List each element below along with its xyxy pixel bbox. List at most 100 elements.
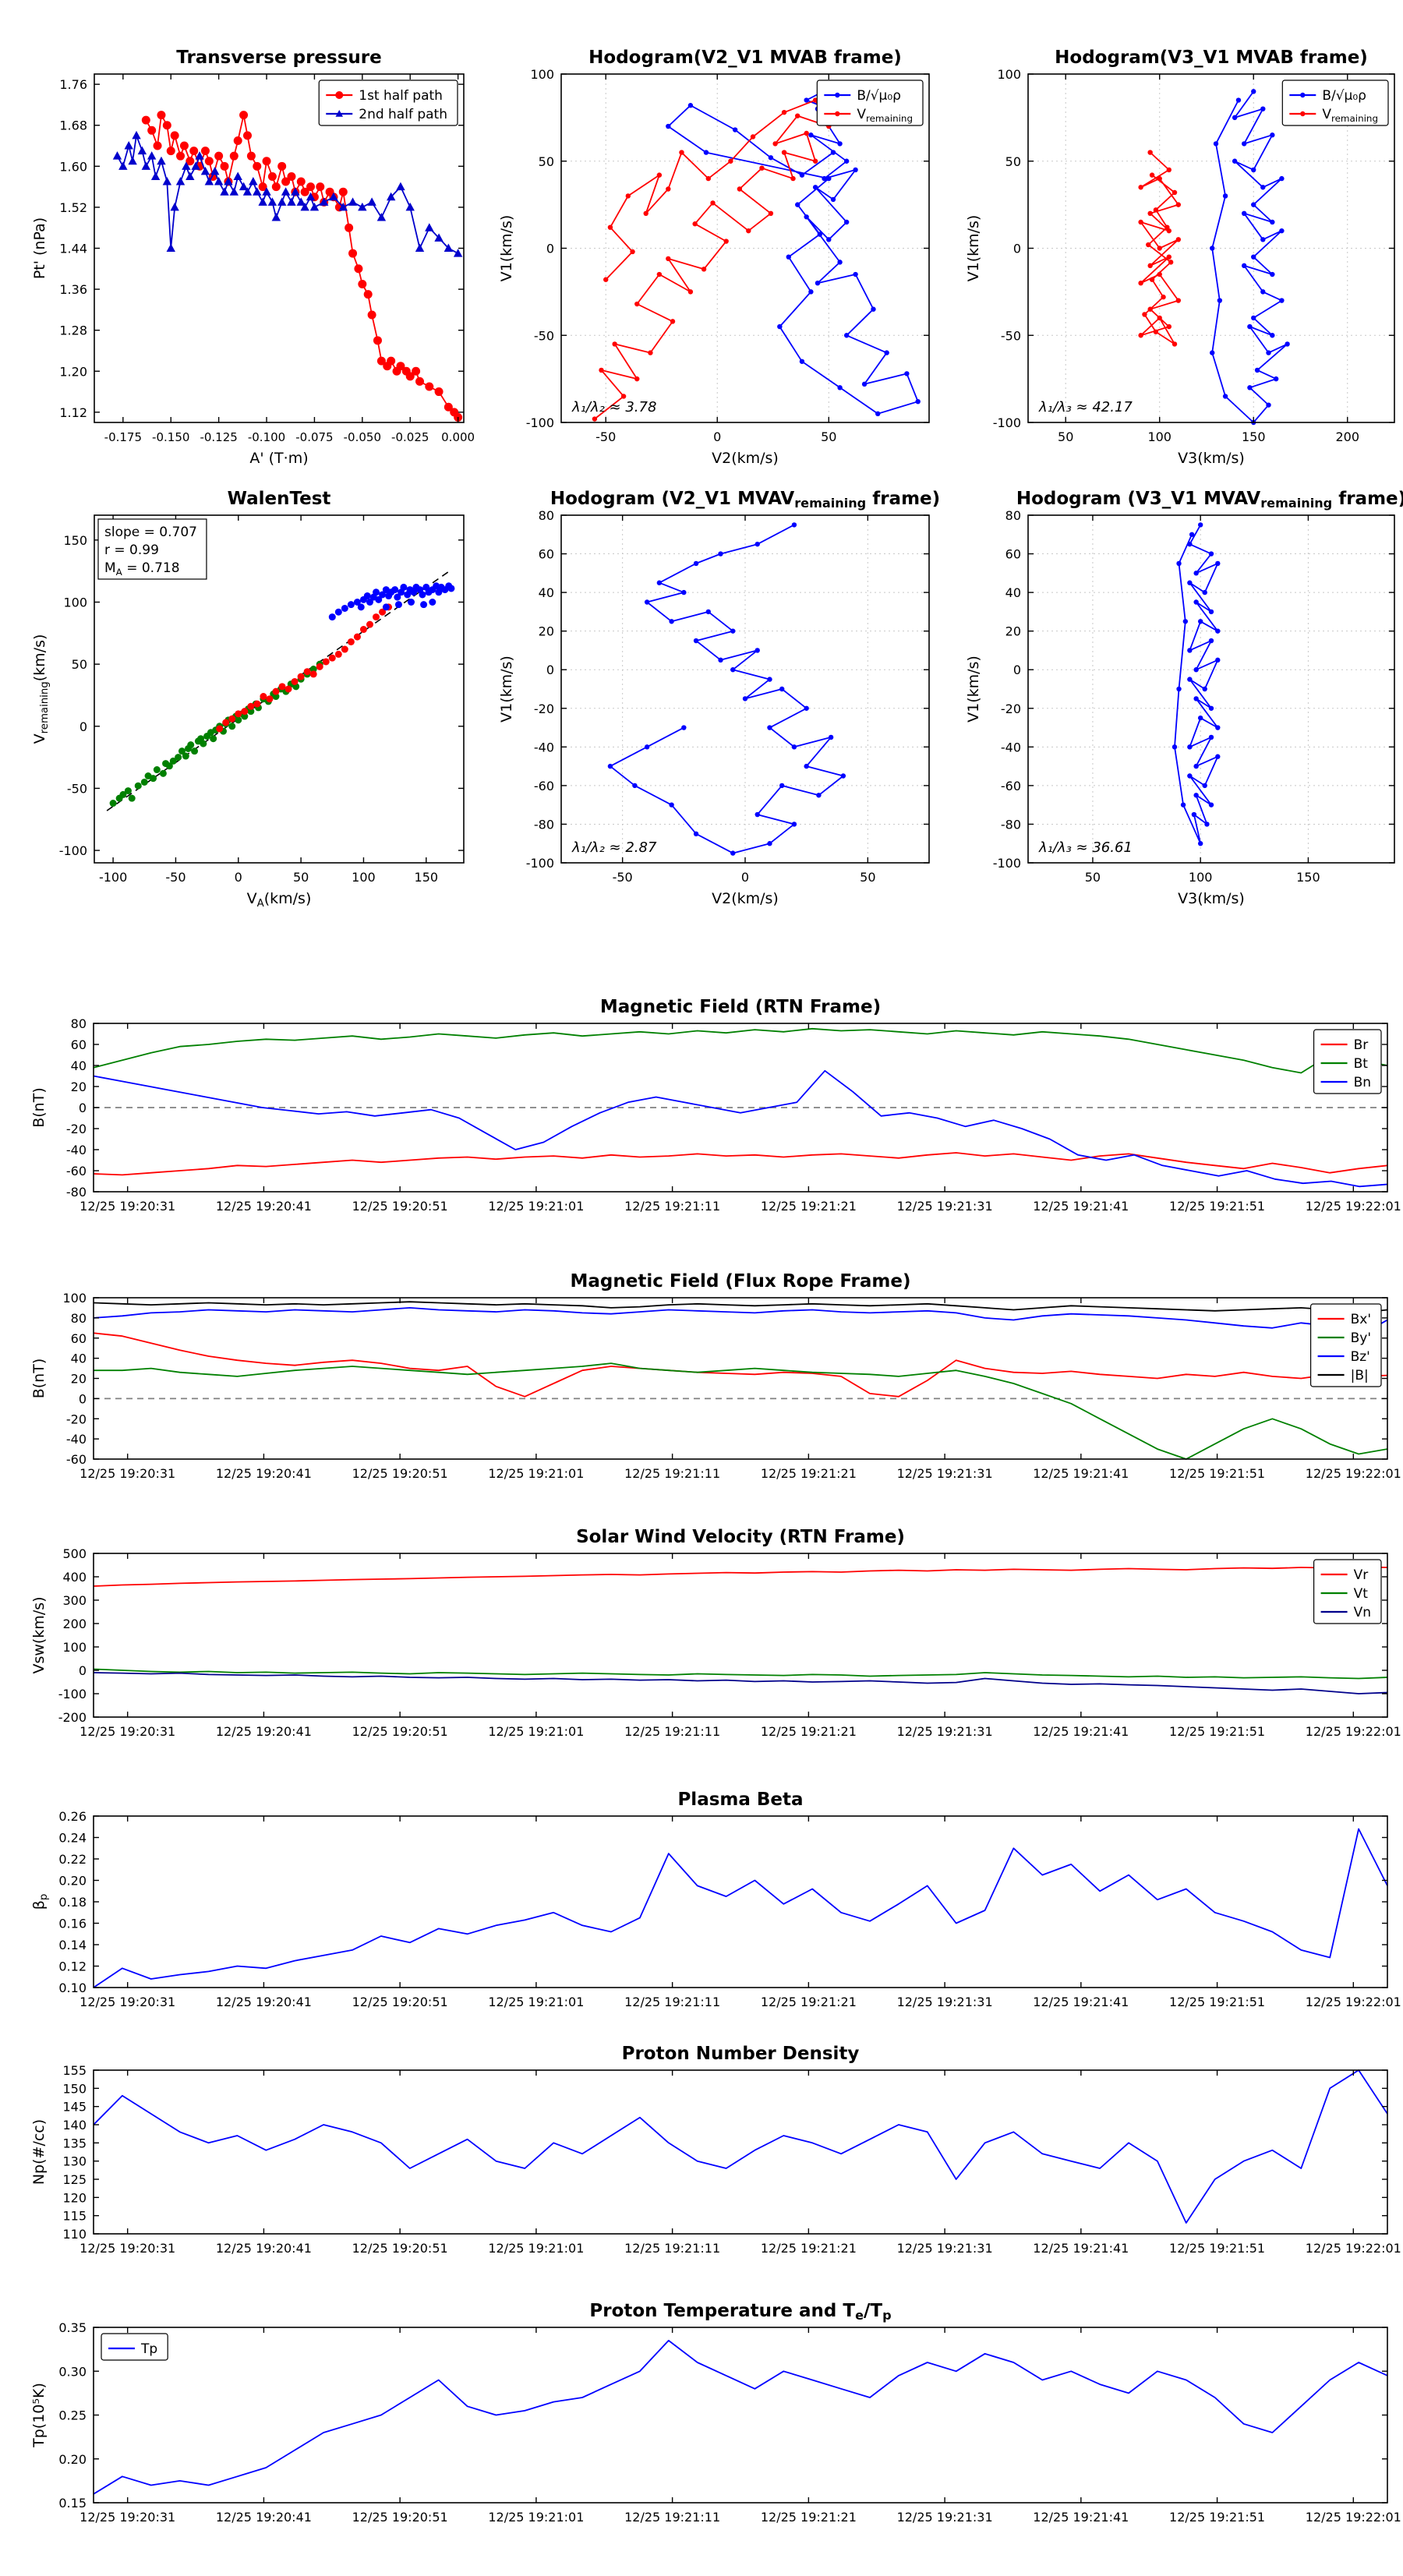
- marker: [710, 200, 716, 206]
- marker: [112, 151, 122, 160]
- marker: [1232, 158, 1238, 164]
- marker: [607, 224, 613, 230]
- marker: [222, 719, 230, 726]
- marker: [150, 775, 157, 783]
- marker: [1270, 271, 1275, 277]
- marker: [303, 668, 311, 676]
- x-tick-label: 12/25 19:20:51: [352, 1724, 448, 1739]
- marker: [412, 366, 421, 376]
- marker: [271, 182, 281, 192]
- series-Bn: [93, 1069, 1388, 1188]
- marker: [300, 202, 309, 211]
- plot-hodo_v2v1_mvav: -50 0 50 -100 -80 -60 -40 -20 0 20 40 60 80 V2(km/s) V…: [498, 489, 940, 907]
- legend: Bx' By' Bz' |B|: [1309, 1303, 1382, 1387]
- y-tick-label: 145: [62, 2100, 87, 2115]
- legend: 1st half path 2nd half path: [318, 80, 458, 126]
- marker: [119, 790, 127, 798]
- marker: [376, 213, 387, 221]
- y-tick-label: 0.26: [58, 1809, 87, 1824]
- marker: [1175, 298, 1182, 303]
- legend-label: Bt: [1354, 1056, 1369, 1072]
- legend: Tp: [101, 2333, 168, 2361]
- marker: [341, 645, 348, 653]
- x-tick-label: -0.125: [200, 430, 237, 444]
- y-tick-label: 0.25: [58, 2408, 87, 2423]
- y-tick-label: 500: [62, 1546, 87, 1561]
- marker: [1241, 263, 1247, 269]
- plot-title: Magnetic Field (Flux Rope Frame): [571, 1271, 911, 1292]
- legend-label: Vr: [1354, 1567, 1369, 1583]
- marker: [693, 560, 699, 567]
- x-tick-label: 12/25 19:21:21: [761, 1724, 857, 1739]
- y-tick-label: 40: [71, 1352, 87, 1366]
- x-tick-label: 12/25 19:20:51: [352, 1995, 448, 2009]
- marker: [781, 109, 787, 115]
- marker: [200, 166, 210, 175]
- x-tick-label: 50: [821, 429, 836, 444]
- marker: [755, 541, 760, 547]
- x-tick-label: 100: [1189, 870, 1213, 885]
- y-tick-label: 100: [530, 67, 554, 82]
- legend-label: 1st half path: [359, 88, 443, 104]
- y-tick-label: 20: [71, 1372, 87, 1387]
- y-tick-label: 40: [539, 585, 554, 600]
- marker: [170, 202, 179, 211]
- marker: [338, 202, 348, 211]
- y-tick-label: 150: [62, 2081, 87, 2096]
- marker: [157, 156, 166, 165]
- x-axis-label: V3(km/s): [1178, 450, 1245, 467]
- y-tick-label: 80: [71, 1016, 87, 1031]
- marker: [634, 376, 640, 382]
- marker: [630, 249, 635, 255]
- y-tick-label: 0.18: [58, 1895, 87, 1910]
- marker: [843, 333, 850, 338]
- marker: [153, 141, 162, 150]
- plot-plasma_beta: 12/25 19:20:31 12/25 19:20:41 12/25 19:20:…: [30, 1790, 1401, 2009]
- x-tick-label: 12/25 19:21:01: [488, 1199, 584, 1214]
- x-tick-label: -50: [165, 870, 186, 885]
- x-tick-label: 150: [1242, 429, 1266, 444]
- y-axis-label: Np(#/cc): [30, 2119, 48, 2185]
- series-Br: [93, 1152, 1388, 1176]
- y-tick-label: 0.20: [58, 2452, 87, 2467]
- marker: [376, 356, 386, 366]
- marker: [1210, 246, 1215, 251]
- marker: [405, 372, 415, 381]
- x-tick-label: 12/25 19:21:41: [1033, 1724, 1129, 1739]
- legend-label: B/√μ₀ρ: [1322, 88, 1366, 104]
- y-tick-label: -60: [534, 779, 554, 793]
- marker: [118, 161, 128, 170]
- legend: B/√μ₀ρ Vremaining: [1281, 80, 1389, 126]
- y-tick-label: 60: [71, 1331, 87, 1346]
- marker: [791, 522, 797, 528]
- marker: [730, 628, 736, 634]
- marker: [1202, 589, 1207, 595]
- marker: [347, 601, 355, 609]
- marker: [730, 667, 736, 673]
- marker: [837, 260, 843, 265]
- x-tick-label: 200: [1335, 429, 1359, 444]
- marker: [843, 219, 850, 225]
- y-tick-label: 0.22: [58, 1852, 87, 1867]
- y-tick-label: 0: [546, 663, 554, 677]
- y-tick-label: -100: [59, 843, 87, 858]
- plot-title: WalenTest: [228, 489, 331, 509]
- marker: [379, 608, 387, 616]
- marker: [296, 197, 306, 206]
- marker: [1270, 219, 1275, 225]
- x-tick-label: 12/25 19:22:01: [1306, 1199, 1401, 1214]
- marker: [297, 673, 305, 680]
- marker: [1191, 811, 1197, 818]
- x-tick-label: -0.025: [391, 430, 429, 444]
- y-axis-label: B(nT): [30, 1359, 48, 1399]
- marker: [200, 147, 210, 156]
- axes-frame: [93, 2069, 1388, 2235]
- annotation-box: slope = 0.707 r = 0.99 MA = 0.718: [97, 518, 207, 580]
- marker: [1222, 193, 1228, 199]
- series-Vt: [93, 1668, 1388, 1680]
- marker: [620, 394, 627, 399]
- y-tick-label: -60: [1001, 779, 1021, 793]
- marker: [1202, 686, 1207, 692]
- marker: [875, 411, 881, 417]
- plot-hodo_v3v1_mvav: 50 100 150 -100 -80 -60 -40 -20 0 20 40 60 80 V3(km/s…: [965, 489, 1403, 907]
